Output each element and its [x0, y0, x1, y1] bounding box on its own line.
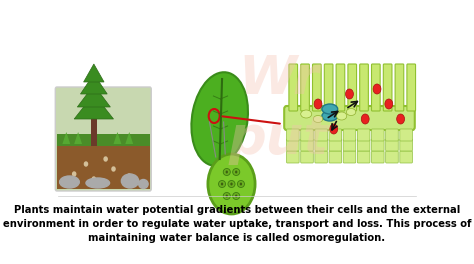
Ellipse shape: [219, 181, 226, 187]
Circle shape: [330, 124, 337, 134]
FancyBboxPatch shape: [301, 129, 313, 141]
Circle shape: [235, 195, 237, 197]
Ellipse shape: [237, 181, 245, 187]
FancyBboxPatch shape: [360, 64, 368, 111]
Circle shape: [128, 174, 131, 178]
Polygon shape: [81, 74, 107, 94]
Circle shape: [346, 89, 354, 99]
Text: maintaining water balance is called osmoregulation.: maintaining water balance is called osmo…: [89, 233, 385, 243]
Circle shape: [221, 182, 223, 186]
FancyBboxPatch shape: [372, 139, 384, 151]
Ellipse shape: [223, 192, 230, 200]
FancyBboxPatch shape: [336, 64, 345, 111]
Circle shape: [92, 177, 95, 181]
Circle shape: [112, 167, 115, 171]
Ellipse shape: [60, 176, 79, 188]
FancyBboxPatch shape: [287, 129, 299, 141]
FancyBboxPatch shape: [372, 129, 384, 141]
FancyBboxPatch shape: [312, 64, 321, 111]
Bar: [57, 144, 150, 189]
Ellipse shape: [322, 104, 337, 114]
Text: Wr
put: Wr put: [228, 53, 329, 165]
FancyBboxPatch shape: [301, 151, 313, 163]
FancyBboxPatch shape: [55, 87, 151, 191]
FancyBboxPatch shape: [289, 64, 298, 111]
Circle shape: [397, 114, 404, 124]
FancyBboxPatch shape: [372, 151, 384, 163]
FancyBboxPatch shape: [407, 64, 416, 111]
FancyBboxPatch shape: [357, 129, 370, 141]
FancyBboxPatch shape: [383, 64, 392, 111]
Text: environment in order to regulate water uptake, transport and loss. This process : environment in order to regulate water u…: [3, 219, 471, 229]
Circle shape: [226, 171, 228, 173]
Polygon shape: [74, 94, 113, 119]
FancyBboxPatch shape: [329, 139, 342, 151]
FancyBboxPatch shape: [287, 151, 299, 163]
FancyBboxPatch shape: [357, 151, 370, 163]
Circle shape: [385, 99, 393, 109]
FancyBboxPatch shape: [315, 151, 328, 163]
FancyBboxPatch shape: [400, 129, 412, 141]
Ellipse shape: [233, 192, 240, 200]
Ellipse shape: [223, 168, 230, 176]
Ellipse shape: [228, 181, 235, 187]
FancyBboxPatch shape: [301, 64, 310, 111]
Polygon shape: [77, 85, 110, 107]
Ellipse shape: [322, 111, 337, 121]
FancyBboxPatch shape: [400, 139, 412, 151]
FancyBboxPatch shape: [348, 64, 356, 111]
FancyBboxPatch shape: [386, 151, 398, 163]
FancyBboxPatch shape: [287, 139, 299, 151]
FancyBboxPatch shape: [315, 139, 328, 151]
Ellipse shape: [346, 109, 356, 116]
FancyBboxPatch shape: [357, 139, 370, 151]
Bar: [91, 111, 97, 146]
FancyBboxPatch shape: [343, 151, 356, 163]
Circle shape: [240, 182, 242, 186]
FancyBboxPatch shape: [343, 129, 356, 141]
Polygon shape: [74, 132, 82, 144]
Ellipse shape: [191, 72, 248, 166]
Polygon shape: [63, 132, 70, 144]
FancyBboxPatch shape: [329, 129, 342, 141]
Ellipse shape: [86, 178, 109, 188]
FancyBboxPatch shape: [386, 129, 398, 141]
Circle shape: [235, 171, 237, 173]
Polygon shape: [113, 132, 121, 144]
Polygon shape: [125, 132, 133, 144]
Polygon shape: [83, 64, 104, 82]
Ellipse shape: [313, 116, 323, 122]
Circle shape: [73, 172, 76, 176]
Text: Plants maintain water potential gradients between their cells and the external: Plants maintain water potential gradient…: [14, 205, 460, 215]
Ellipse shape: [233, 168, 240, 176]
Circle shape: [314, 99, 322, 109]
FancyBboxPatch shape: [386, 139, 398, 151]
FancyBboxPatch shape: [329, 151, 342, 163]
FancyBboxPatch shape: [301, 139, 313, 151]
Bar: [57, 134, 150, 146]
FancyBboxPatch shape: [400, 151, 412, 163]
Circle shape: [230, 182, 233, 186]
Ellipse shape: [301, 110, 312, 118]
FancyBboxPatch shape: [343, 139, 356, 151]
Ellipse shape: [139, 180, 148, 188]
Circle shape: [104, 157, 107, 161]
FancyBboxPatch shape: [395, 64, 404, 111]
FancyBboxPatch shape: [324, 64, 333, 111]
Circle shape: [208, 154, 255, 214]
FancyBboxPatch shape: [284, 106, 415, 130]
Circle shape: [226, 195, 228, 197]
FancyBboxPatch shape: [315, 129, 328, 141]
Circle shape: [373, 84, 381, 94]
FancyBboxPatch shape: [372, 64, 380, 111]
Ellipse shape: [121, 174, 139, 188]
Circle shape: [361, 114, 369, 124]
Circle shape: [84, 162, 88, 166]
Ellipse shape: [337, 112, 347, 120]
